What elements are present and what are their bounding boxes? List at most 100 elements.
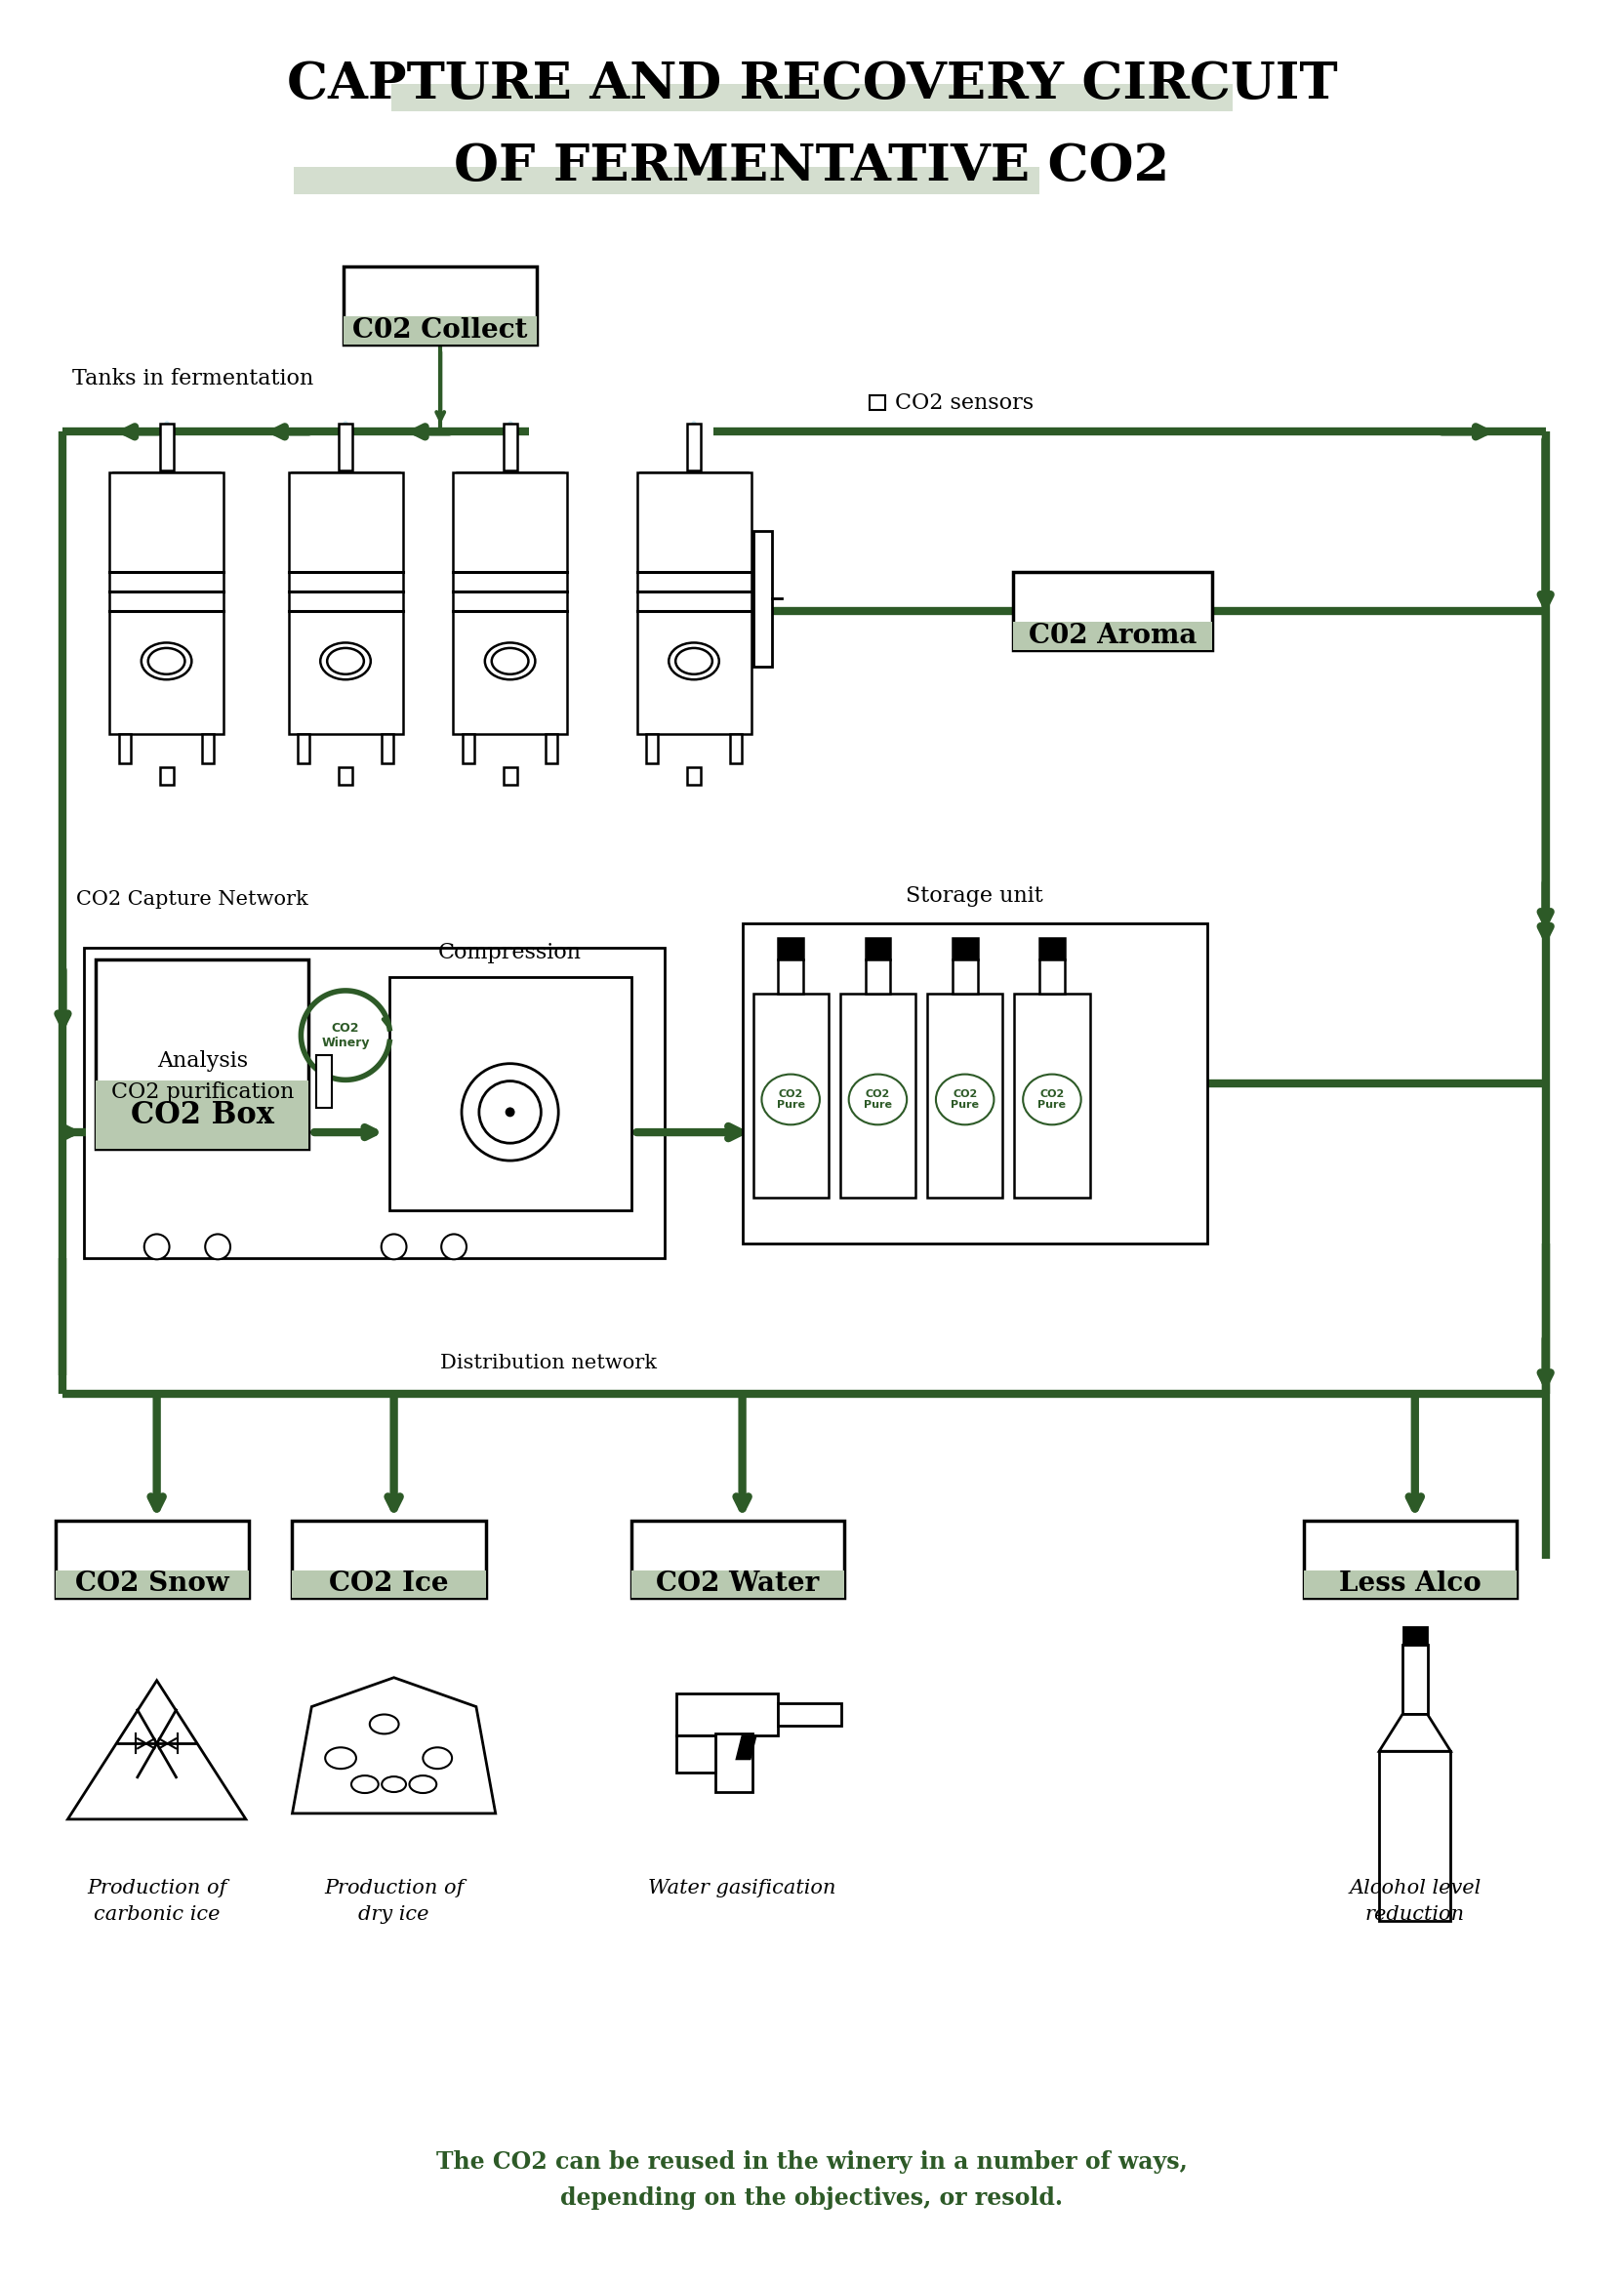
Bar [503, 767, 516, 785]
Bar [456, 473, 564, 500]
Polygon shape [68, 1680, 245, 1820]
Text: Water gasification: Water gasification [648, 1879, 836, 1897]
Bar [1039, 938, 1065, 959]
Bar [840, 993, 916, 1196]
Ellipse shape [382, 1776, 406, 1792]
Text: CO2
Pure: CO2 Pure [776, 1089, 806, 1110]
Ellipse shape [669, 644, 719, 680]
Bar [96, 1080, 309, 1148]
Bar [1015, 993, 1090, 1196]
Bar [866, 959, 890, 993]
Circle shape [205, 1235, 231, 1260]
Text: CO2
Pure: CO2 Pure [1038, 1089, 1067, 1110]
Polygon shape [1379, 1715, 1450, 1751]
Text: The CO2 can be reused in the winery in a number of ways,
depending on the object: The CO2 can be reused in the winery in a… [437, 2151, 1187, 2210]
Bar [754, 530, 773, 667]
Bar [754, 993, 828, 1196]
Bar [632, 1571, 844, 1598]
Bar [927, 993, 1002, 1196]
Bar [292, 473, 400, 500]
Text: Tanks in fermentation: Tanks in fermentation [73, 368, 313, 388]
Bar [637, 473, 750, 735]
Text: OF FERMENTATIVE CO2: OF FERMENTATIVE CO2 [455, 142, 1169, 192]
Bar [203, 735, 214, 763]
Text: CO2 Box: CO2 Box [130, 1100, 274, 1130]
Text: Storage unit: Storage unit [906, 886, 1043, 906]
Circle shape [442, 1235, 466, 1260]
Circle shape [382, 1235, 406, 1260]
Bar [294, 167, 1039, 194]
Bar [109, 473, 224, 735]
Bar [632, 1520, 844, 1598]
Bar [729, 735, 741, 763]
Bar [344, 317, 538, 345]
Ellipse shape [326, 648, 364, 673]
Circle shape [479, 1082, 541, 1144]
Bar [1013, 623, 1212, 651]
Bar [646, 735, 658, 763]
Text: Analysis
CO2 purification: Analysis CO2 purification [110, 1050, 294, 1103]
Bar [84, 947, 664, 1258]
Ellipse shape [676, 648, 713, 673]
Text: Production of
dry ice: Production of dry ice [323, 1879, 464, 1925]
Bar [952, 959, 978, 993]
Bar [778, 959, 804, 993]
Bar [715, 1733, 752, 1792]
Bar [1039, 959, 1065, 993]
Bar [952, 938, 978, 959]
Bar [453, 473, 567, 735]
Bar [289, 473, 403, 735]
Text: Less Alco: Less Alco [1338, 1571, 1481, 1598]
Ellipse shape [935, 1075, 994, 1126]
Bar [687, 767, 700, 785]
Text: CO2
Pure: CO2 Pure [864, 1089, 892, 1110]
Text: C02 Collect: C02 Collect [352, 317, 528, 345]
Ellipse shape [422, 1746, 451, 1769]
Ellipse shape [325, 1746, 356, 1769]
Circle shape [145, 1235, 169, 1260]
Bar [159, 425, 174, 470]
Bar [55, 1520, 248, 1598]
Bar [677, 1694, 778, 1735]
Text: CO2 Water: CO2 Water [656, 1571, 818, 1598]
Bar [1013, 573, 1212, 651]
Ellipse shape [370, 1715, 400, 1733]
Bar [503, 425, 516, 470]
Bar [866, 938, 890, 959]
Bar [55, 1571, 248, 1598]
Ellipse shape [849, 1075, 906, 1126]
Ellipse shape [320, 644, 370, 680]
Bar [687, 425, 700, 470]
Bar [778, 1703, 841, 1726]
Bar [677, 1735, 715, 1772]
Text: CO2 Capture Network: CO2 Capture Network [76, 890, 309, 909]
Bar [339, 425, 352, 470]
Text: CO2
Pure: CO2 Pure [950, 1089, 979, 1110]
Ellipse shape [409, 1776, 437, 1792]
Text: CO2 sensors: CO2 sensors [895, 393, 1034, 413]
Bar [1304, 1520, 1517, 1598]
Circle shape [461, 1064, 559, 1160]
Bar [391, 84, 1233, 112]
Bar [292, 1571, 486, 1598]
Text: Compression: Compression [438, 943, 581, 963]
Ellipse shape [762, 1075, 820, 1126]
Circle shape [505, 1107, 515, 1116]
Bar [546, 735, 557, 763]
Bar [317, 1055, 331, 1107]
Text: CO2
Winery: CO2 Winery [322, 1021, 370, 1048]
Polygon shape [737, 1735, 755, 1760]
Text: CO2 Snow: CO2 Snow [75, 1571, 229, 1598]
Text: Distribution network: Distribution network [440, 1354, 658, 1372]
Text: C02 Aroma: C02 Aroma [1028, 623, 1197, 648]
Bar [1403, 1644, 1427, 1715]
Bar [339, 767, 352, 785]
Bar [119, 735, 130, 763]
Bar [870, 395, 885, 411]
Ellipse shape [148, 648, 185, 673]
Bar [1379, 1751, 1450, 1920]
Polygon shape [292, 1678, 495, 1813]
Bar [114, 473, 219, 500]
Ellipse shape [1023, 1075, 1082, 1126]
Bar [463, 735, 474, 763]
